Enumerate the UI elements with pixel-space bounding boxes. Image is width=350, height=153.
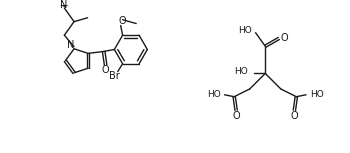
Text: Br: Br bbox=[110, 71, 120, 81]
Text: N: N bbox=[68, 40, 75, 50]
Text: N: N bbox=[60, 0, 67, 10]
Text: O: O bbox=[290, 111, 298, 121]
Text: HO: HO bbox=[234, 67, 248, 76]
Text: HO: HO bbox=[207, 90, 220, 99]
Text: O: O bbox=[232, 111, 240, 121]
Text: O: O bbox=[119, 16, 126, 26]
Text: HO: HO bbox=[310, 90, 324, 99]
Text: O: O bbox=[102, 65, 110, 75]
Text: O: O bbox=[281, 34, 288, 43]
Text: HO: HO bbox=[238, 26, 252, 35]
